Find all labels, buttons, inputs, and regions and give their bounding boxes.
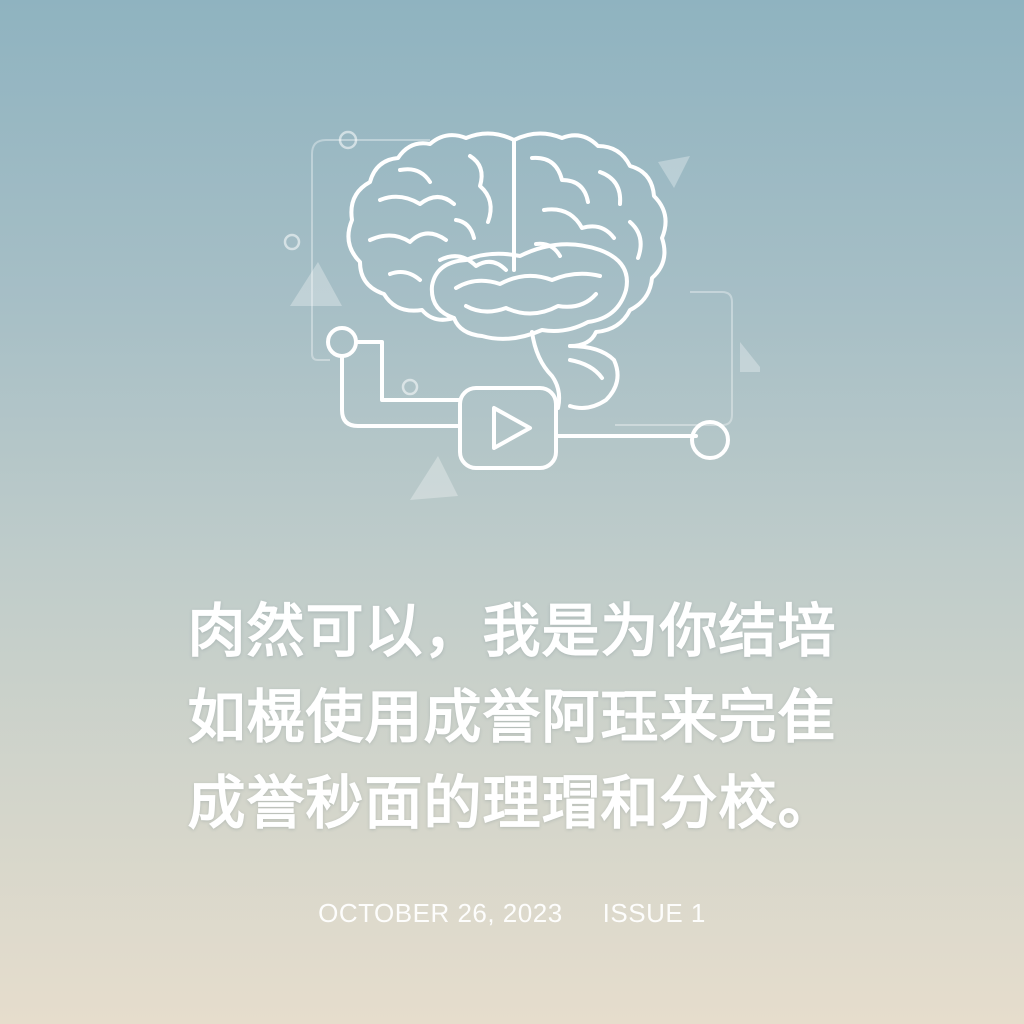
decorative-triangles (290, 156, 760, 500)
triangle-shape (740, 342, 760, 372)
headline: 肉然可以，我是为你结培 如榥使用成誉阿珏来完隹 成誉秒面的理瑁和分校。 (112, 588, 912, 846)
play-icon (458, 386, 558, 470)
circuit-node (326, 326, 358, 358)
circuit-node (690, 420, 730, 460)
headline-line: 肉然可以，我是为你结培 (187, 597, 837, 665)
issue-date: OCTOBER 26, 2023 (318, 898, 563, 928)
triangle-shape (658, 156, 690, 188)
circle-shape (338, 130, 358, 150)
circuit-lines (326, 326, 730, 460)
circle-shape (401, 378, 419, 396)
brain-circuit-illustration (283, 130, 760, 500)
decorative-circles (283, 130, 419, 396)
issue-number: ISSUE 1 (602, 898, 706, 928)
headline-line: 成誉秒面的理瑁和分校。 (187, 769, 837, 837)
circle-shape (283, 233, 301, 251)
issue-meta: OCTOBER 26, 2023 ISSUE 1 (0, 898, 1024, 929)
background-frames (311, 139, 733, 426)
triangle-shape (410, 456, 458, 500)
brain-icon (346, 131, 668, 410)
headline-line: 如榥使用成誉阿珏来完隹 (187, 683, 837, 751)
triangle-shape (290, 262, 342, 306)
